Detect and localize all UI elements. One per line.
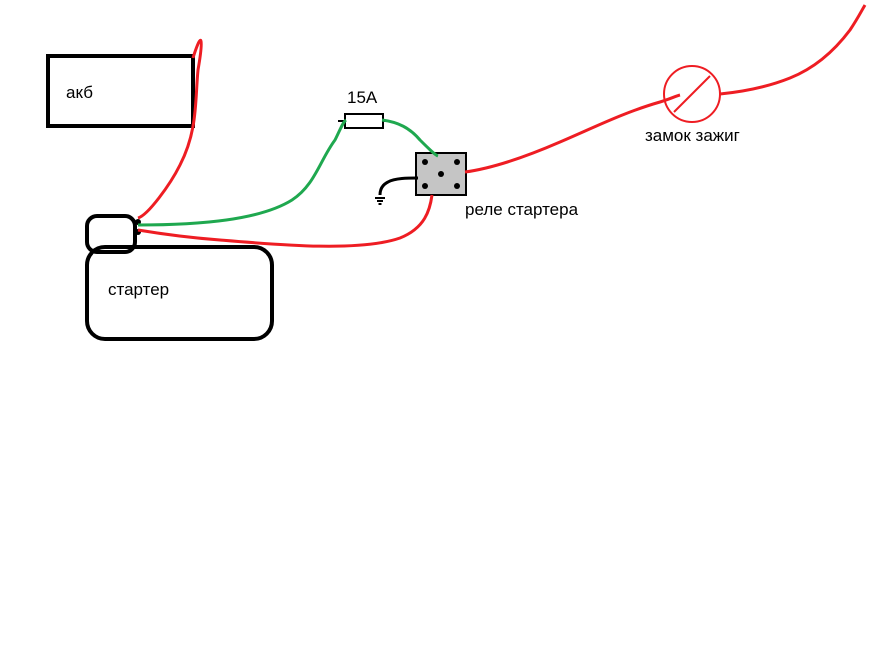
relay-label: реле стартера — [465, 200, 578, 220]
ignition-label: замок зажиг — [645, 126, 740, 146]
relay-pin — [422, 183, 428, 189]
relay-pin — [454, 183, 460, 189]
relay-pin — [422, 159, 428, 165]
fuse-box — [345, 114, 383, 128]
relay-pin — [454, 159, 460, 165]
wire-black-relay-ground — [380, 178, 418, 195]
wire-red-ignition-offscreen — [720, 5, 865, 94]
fuse-label: 15А — [347, 88, 377, 108]
battery-label: акб — [66, 83, 93, 103]
relay-pin — [438, 171, 444, 177]
starter-label: стартер — [108, 280, 169, 300]
ground-icon — [375, 198, 385, 204]
wire-green-starter-fuse — [138, 120, 346, 225]
wire-green-fuse-relay — [382, 120, 438, 156]
wiring-diagram — [0, 0, 869, 652]
